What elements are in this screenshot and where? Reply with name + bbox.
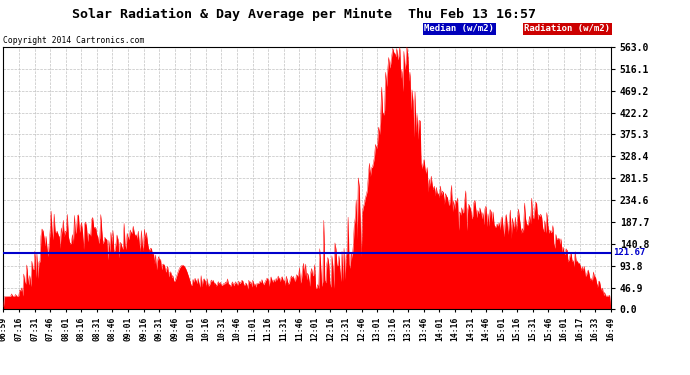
Text: Radiation (w/m2): Radiation (w/m2) bbox=[524, 24, 611, 33]
Text: 121.67: 121.67 bbox=[613, 248, 646, 257]
Text: Median (w/m2): Median (w/m2) bbox=[424, 24, 494, 33]
Text: Solar Radiation & Day Average per Minute  Thu Feb 13 16:57: Solar Radiation & Day Average per Minute… bbox=[72, 8, 535, 21]
Text: Copyright 2014 Cartronics.com: Copyright 2014 Cartronics.com bbox=[3, 36, 145, 45]
